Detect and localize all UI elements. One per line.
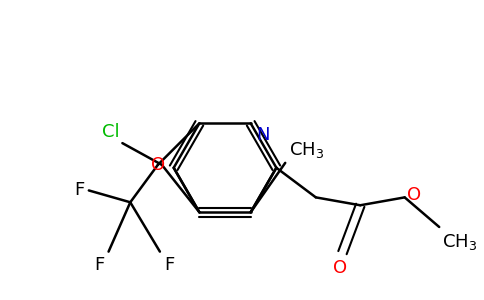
Text: N: N [257, 126, 270, 144]
Text: O: O [407, 186, 421, 204]
Text: CH$_3$: CH$_3$ [289, 140, 324, 160]
Text: F: F [94, 256, 105, 274]
Text: CH$_3$: CH$_3$ [442, 232, 477, 252]
Text: O: O [151, 156, 165, 174]
Text: Cl: Cl [102, 123, 120, 141]
Text: O: O [333, 259, 348, 277]
Text: F: F [164, 256, 174, 274]
Text: F: F [75, 182, 85, 200]
